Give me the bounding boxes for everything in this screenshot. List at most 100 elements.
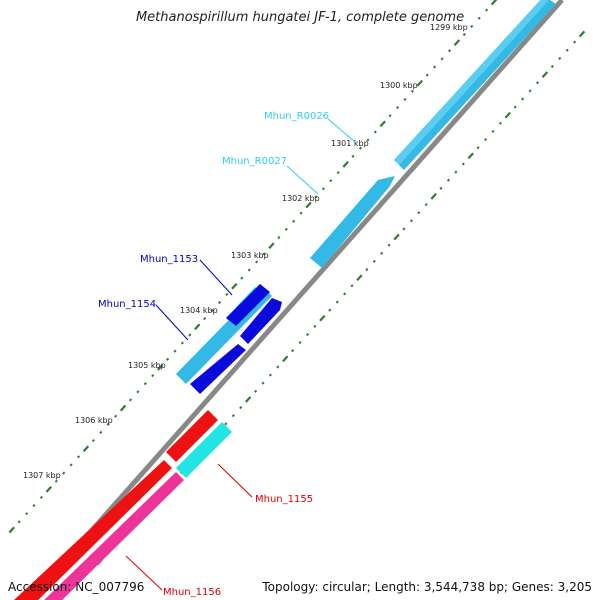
tick-mark xyxy=(424,203,428,207)
tick-mark xyxy=(387,243,391,247)
tick-mark xyxy=(395,106,400,110)
tick-label: 1305 kbp xyxy=(128,361,166,370)
tick-mark xyxy=(461,162,465,166)
tick-mark xyxy=(151,374,155,378)
tick-mark xyxy=(231,414,235,418)
feature-mhun-1156-pink[interactable] xyxy=(40,472,184,600)
tick-mark xyxy=(305,332,310,337)
tick-mark xyxy=(343,292,347,296)
genome-summary-text: Topology: circular; Length: 3,544,738 bp… xyxy=(262,580,592,594)
tick-mark xyxy=(313,324,317,328)
tick-mark xyxy=(541,71,549,78)
tick-mark xyxy=(453,39,461,46)
tick-mark xyxy=(328,308,332,312)
feature-mhun-1154[interactable] xyxy=(190,344,246,394)
gene-label-mhun-1153[interactable]: Mhun_1153 xyxy=(140,254,198,265)
tick-mark xyxy=(335,300,339,304)
tick-mark xyxy=(180,341,184,345)
tick-mark xyxy=(62,471,66,475)
tick-mark xyxy=(351,154,355,158)
tick-mark xyxy=(247,268,251,272)
gene-label-mhun-1156[interactable]: Mhun_1156 xyxy=(163,587,221,598)
tick-mark xyxy=(136,390,140,394)
genome-backbone xyxy=(28,0,564,600)
tick-mark xyxy=(119,404,127,412)
tick-mark xyxy=(321,187,325,191)
leader-mhun-r0026 xyxy=(327,118,356,143)
feature-mhun-1153[interactable] xyxy=(226,284,270,326)
feature-rrna-upper[interactable] xyxy=(394,0,556,170)
leader-mhun-1153 xyxy=(199,259,233,296)
tick-mark xyxy=(446,178,451,182)
tick-mark xyxy=(358,146,363,150)
leader-mhun-1154 xyxy=(155,304,189,341)
tick-mark xyxy=(284,227,288,231)
tick-mark xyxy=(240,276,244,280)
tick-mark xyxy=(485,8,489,12)
gene-label-mhun-1155[interactable]: Mhun_1155 xyxy=(255,494,313,505)
tick-mark xyxy=(467,152,474,160)
tick-mark xyxy=(210,309,214,313)
tick-mark xyxy=(82,445,90,453)
tick-mark xyxy=(231,282,238,290)
tick-mark xyxy=(440,57,444,61)
tick-mark xyxy=(39,495,43,499)
feature-rrna-0027[interactable] xyxy=(310,176,395,268)
tick-mark xyxy=(25,512,29,516)
gene-labels: Mhun_R0026 Mhun_R0027 Mhun_1153 Mhun_115… xyxy=(98,111,329,598)
tick-mark xyxy=(366,138,370,142)
tick-mark xyxy=(106,422,110,426)
tick-mark xyxy=(17,520,21,524)
tick-mark xyxy=(8,526,15,534)
tick-mark xyxy=(417,211,421,215)
tick-mark xyxy=(194,323,201,331)
leader-mhun-r0027 xyxy=(286,165,319,195)
tick-mark xyxy=(535,81,540,85)
tick-mark xyxy=(239,406,243,410)
tick-mark xyxy=(329,179,333,183)
tick-mark xyxy=(439,186,443,190)
tick-mark xyxy=(356,274,363,281)
tick-mark xyxy=(173,349,177,353)
tick-label: 1304 kbp xyxy=(180,306,218,315)
tick-mark xyxy=(513,105,517,109)
tick-mark xyxy=(350,284,354,288)
tick-mark xyxy=(225,292,229,296)
tick-mark xyxy=(498,121,502,125)
tick-mark xyxy=(76,455,81,459)
tick-mark xyxy=(476,146,480,150)
tick-mark xyxy=(462,32,466,37)
tick-mark xyxy=(403,97,407,101)
tick-mark xyxy=(143,382,147,386)
tick-mark xyxy=(470,24,474,28)
tick-mark xyxy=(292,219,296,223)
tick-label: 1307 kbp xyxy=(23,471,61,480)
feature-mhun-1156-red[interactable] xyxy=(14,460,172,600)
tick-mark xyxy=(416,79,424,87)
tick-mark xyxy=(388,114,392,118)
feature-mhun-1155-red[interactable] xyxy=(166,410,218,462)
tick-mark xyxy=(490,0,498,6)
tick-mark xyxy=(336,171,340,175)
feature-mhun-1153-arrow[interactable] xyxy=(240,298,282,344)
tick-mark xyxy=(298,341,302,345)
tick-mark xyxy=(425,73,429,77)
gene-label-mhun-r0026[interactable]: Mhun_R0026 xyxy=(264,111,329,122)
tick-mark xyxy=(454,170,458,174)
gene-label-mhun-r0027[interactable]: Mhun_R0027 xyxy=(222,156,287,167)
tick-mark xyxy=(402,227,406,231)
genome-title: Methanospirillum hungatei JF-1, complete… xyxy=(135,10,465,25)
tick-label: 1306 kbp xyxy=(75,416,113,425)
gene-label-mhun-1154[interactable]: Mhun_1154 xyxy=(98,299,156,310)
tick-mark xyxy=(268,242,275,249)
tick-label: 1300 kbp xyxy=(380,81,418,90)
tick-mark xyxy=(276,365,280,369)
tick-mark xyxy=(203,317,207,321)
tick-mark xyxy=(573,40,577,44)
tick-mark xyxy=(433,65,437,69)
feature-mhun-1155-cyan[interactable] xyxy=(176,422,232,478)
tick-mark xyxy=(255,260,259,264)
tick-mark xyxy=(217,300,222,305)
tick-mark xyxy=(99,430,103,434)
tick-mark xyxy=(268,373,272,377)
